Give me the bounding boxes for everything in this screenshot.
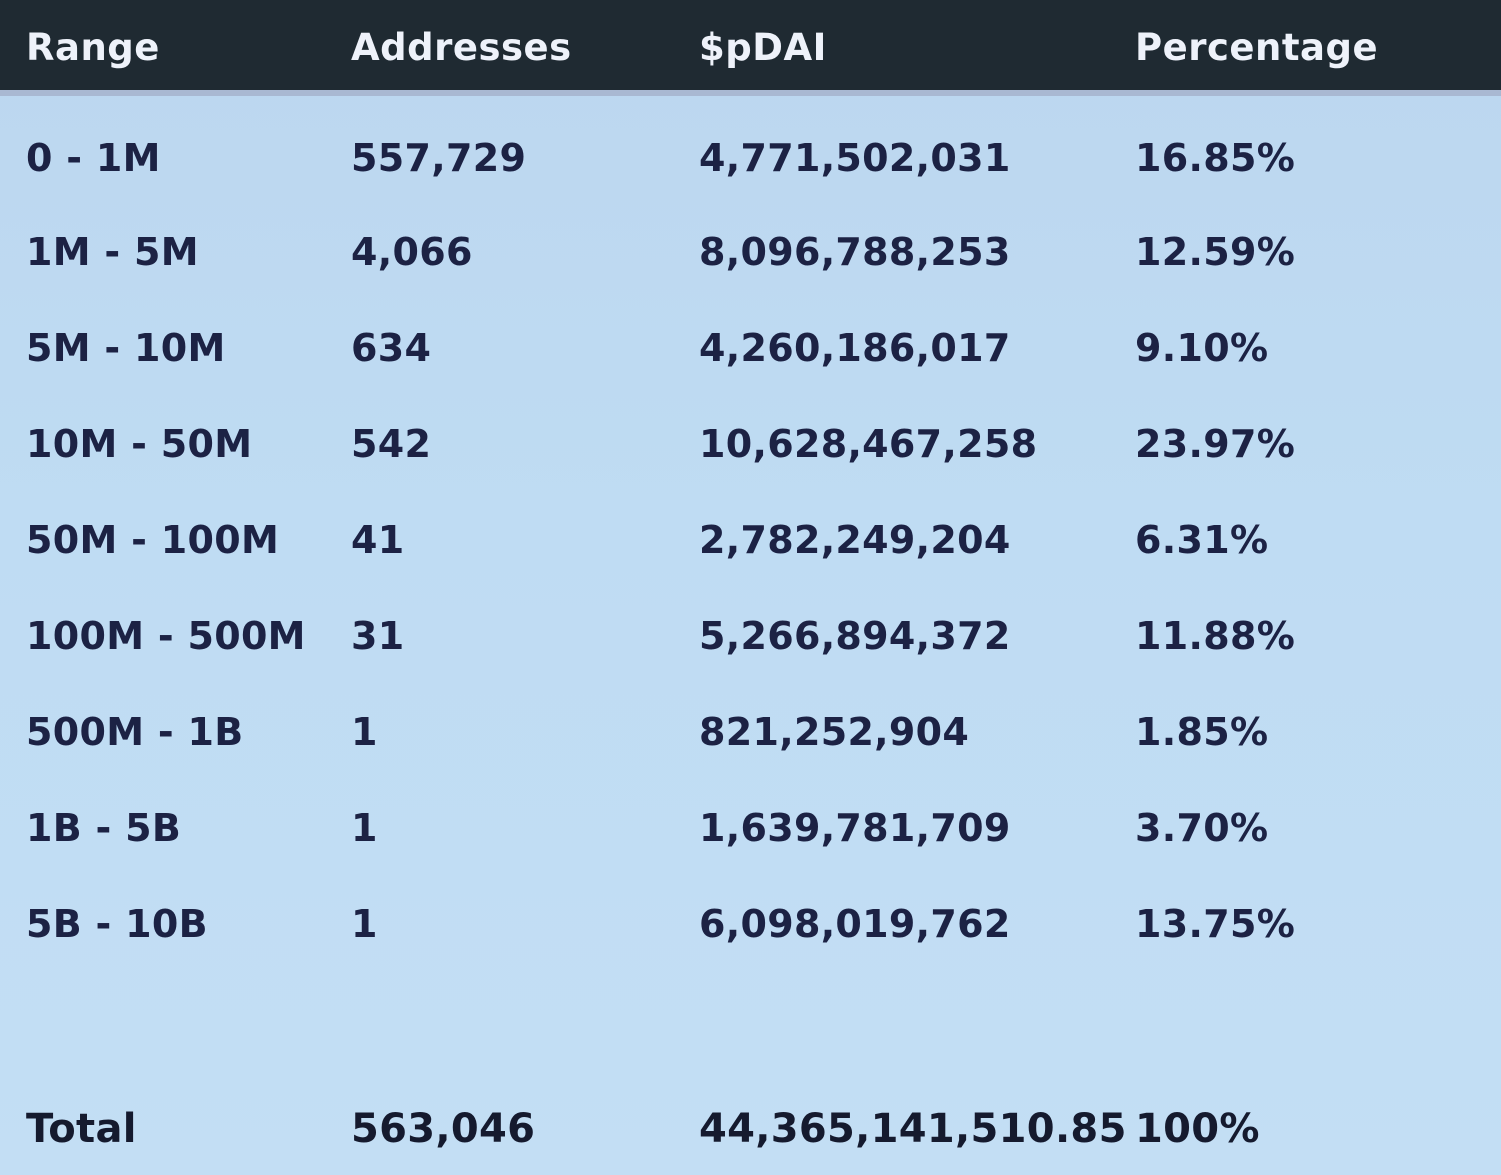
cell-percentage: 11.88%: [1135, 614, 1296, 658]
cell-percentage: 12.59%: [1135, 230, 1296, 274]
cell-addresses: 1: [351, 806, 378, 850]
total-pdai: 44,365,141,510.85: [699, 1106, 1127, 1152]
table-row: 10M - 50M 542 10,628,467,258 23.97%: [0, 410, 1501, 480]
table-row: 500M - 1B 1 821,252,904 1.85%: [0, 698, 1501, 768]
cell-pdai: 10,628,467,258: [699, 422, 1038, 466]
cell-percentage: 23.97%: [1135, 422, 1296, 466]
cell-range: 500M - 1B: [26, 710, 244, 754]
cell-percentage: 13.75%: [1135, 902, 1296, 946]
total-label: Total: [26, 1106, 137, 1152]
cell-percentage: 6.31%: [1135, 518, 1269, 562]
cell-addresses: 41: [351, 518, 405, 562]
cell-range: 0 - 1M: [26, 136, 161, 180]
cell-pdai: 4,771,502,031: [699, 136, 1011, 180]
header-range: Range: [26, 26, 160, 69]
header-addresses: Addresses: [351, 26, 572, 69]
cell-pdai: 1,639,781,709: [699, 806, 1011, 850]
table-row: 1M - 5M 4,066 8,096,788,253 12.59%: [0, 218, 1501, 288]
cell-percentage: 1.85%: [1135, 710, 1269, 754]
cell-pdai: 5,266,894,372: [699, 614, 1011, 658]
cell-addresses: 634: [351, 326, 432, 370]
cell-percentage: 3.70%: [1135, 806, 1269, 850]
cell-addresses: 557,729: [351, 136, 527, 180]
total-addresses: 563,046: [351, 1106, 536, 1152]
cell-pdai: 8,096,788,253: [699, 230, 1011, 274]
cell-addresses: 31: [351, 614, 405, 658]
table-row: 0 - 1M 557,729 4,771,502,031 16.85%: [0, 124, 1501, 194]
table-header-row: Range Addresses $pDAI Percentage: [0, 0, 1501, 96]
cell-addresses: 1: [351, 902, 378, 946]
cell-range: 1B - 5B: [26, 806, 182, 850]
table-row: 50M - 100M 41 2,782,249,204 6.31%: [0, 506, 1501, 576]
table-row: 100M - 500M 31 5,266,894,372 11.88%: [0, 602, 1501, 672]
total-percentage: 100%: [1135, 1106, 1260, 1152]
header-pdai: $pDAI: [699, 26, 827, 69]
cell-range: 10M - 50M: [26, 422, 253, 466]
cell-pdai: 4,260,186,017: [699, 326, 1011, 370]
cell-percentage: 16.85%: [1135, 136, 1296, 180]
table-row: 5M - 10M 634 4,260,186,017 9.10%: [0, 314, 1501, 384]
cell-addresses: 1: [351, 710, 378, 754]
cell-pdai: 6,098,019,762: [699, 902, 1011, 946]
header-percentage: Percentage: [1135, 26, 1379, 69]
cell-range: 5M - 10M: [26, 326, 226, 370]
total-row: Total 563,046 44,365,141,510.85 100%: [0, 1094, 1501, 1164]
cell-range: 100M - 500M: [26, 614, 306, 658]
cell-range: 1M - 5M: [26, 230, 199, 274]
cell-range: 50M - 100M: [26, 518, 280, 562]
cell-addresses: 542: [351, 422, 432, 466]
cell-range: 5B - 10B: [26, 902, 208, 946]
table-row: 1B - 5B 1 1,639,781,709 3.70%: [0, 794, 1501, 864]
cell-percentage: 9.10%: [1135, 326, 1269, 370]
cell-pdai: 2,782,249,204: [699, 518, 1011, 562]
cell-pdai: 821,252,904: [699, 710, 970, 754]
cell-addresses: 4,066: [351, 230, 473, 274]
table-row: 5B - 10B 1 6,098,019,762 13.75%: [0, 890, 1501, 960]
